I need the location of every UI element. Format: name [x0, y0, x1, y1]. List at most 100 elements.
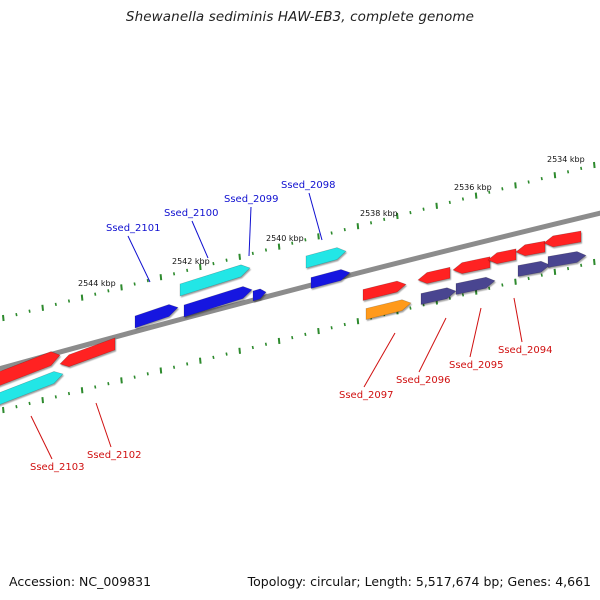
tick-upper — [277, 243, 281, 250]
tick-upper — [41, 304, 44, 311]
tick-upper — [146, 278, 149, 283]
tick-lower — [330, 326, 333, 330]
genes — [0, 230, 587, 405]
gene-label-leader — [513, 297, 523, 343]
tick-upper — [54, 302, 57, 307]
gene-arrow — [0, 371, 64, 405]
tick-upper — [593, 161, 596, 169]
tick-lower — [580, 263, 583, 267]
tick-upper — [566, 170, 570, 174]
tick-lower — [448, 296, 451, 300]
tick-upper — [343, 227, 346, 232]
gene-label-leader — [191, 220, 209, 259]
tick-lower — [120, 377, 123, 384]
gene-label: Ssed_2100 — [164, 208, 219, 219]
tick-upper — [396, 212, 399, 220]
gene-label: Ssed_2096 — [396, 375, 451, 386]
tick-lower — [264, 342, 268, 346]
tick-lower — [199, 357, 202, 364]
tick-upper — [527, 180, 530, 184]
gene-arrow — [365, 299, 412, 320]
tick-lower — [212, 355, 215, 360]
gene-label: Ssed_2103 — [30, 462, 85, 473]
tick-upper — [369, 221, 373, 225]
gene-arrow — [305, 247, 347, 269]
tick-lower — [251, 345, 254, 350]
gene-label: Ssed_2102 — [87, 450, 142, 461]
tick-lower — [15, 405, 18, 409]
tick-upper — [94, 292, 97, 296]
gene-label-leader — [95, 402, 112, 448]
scale-label: 2536 kbp — [454, 183, 492, 192]
tick-lower — [146, 372, 149, 376]
tick-lower — [133, 375, 136, 379]
gene-label-leader — [469, 307, 482, 358]
gene-label: Ssed_2099 — [224, 194, 279, 205]
tick-lower — [41, 397, 44, 404]
tick-lower — [514, 278, 517, 285]
tick-upper — [172, 272, 176, 276]
tick-upper — [304, 238, 307, 242]
tick-upper — [383, 217, 386, 222]
tick-upper — [580, 166, 583, 171]
gene-arrow — [517, 260, 551, 277]
accession-text: Accession: NC_009831 — [9, 574, 152, 589]
tick-lower — [225, 352, 228, 356]
tick-lower — [94, 385, 97, 389]
tick-upper — [488, 190, 491, 194]
tick-upper — [251, 251, 254, 256]
tick-upper — [238, 253, 241, 260]
tick-upper — [422, 207, 425, 211]
tick-upper — [28, 309, 31, 313]
scale-labels: 2534 kbp 2536 kbp 2538 kbp 2540 kbp 2542 kbp… — [78, 155, 585, 288]
gene-arrow — [310, 269, 351, 289]
tick-upper — [474, 192, 478, 199]
tick-lower — [540, 273, 543, 277]
tick-upper — [120, 284, 123, 291]
gene-arrow — [452, 256, 491, 274]
tick-upper — [553, 172, 557, 179]
gene-label: Ssed_2098 — [281, 180, 336, 191]
tick-lower — [343, 322, 346, 327]
tick-upper — [133, 282, 136, 286]
tick-upper — [212, 261, 215, 266]
gene-label-leader — [308, 192, 323, 241]
tick-lower — [566, 266, 570, 271]
tick-upper — [448, 200, 451, 205]
scale-label: 2542 kbp — [172, 257, 210, 266]
gene-arrow — [417, 266, 451, 284]
tick-lower — [67, 391, 71, 396]
gene-label: Ssed_2101 — [106, 223, 161, 234]
gene-arrow — [179, 264, 251, 297]
tick-lower — [461, 293, 465, 297]
tick-lower — [159, 367, 163, 374]
gene-arrow — [59, 337, 116, 368]
tick-upper — [199, 263, 202, 271]
tick-lower — [501, 283, 504, 287]
tick-upper — [409, 210, 412, 215]
scale-label: 2540 kbp — [266, 234, 304, 243]
tick-upper — [264, 248, 268, 252]
tick-lower — [172, 365, 176, 369]
tick-lower — [80, 387, 84, 394]
tick-upper — [461, 197, 465, 201]
tick-upper — [159, 274, 163, 281]
gene-label-leader — [127, 235, 151, 283]
gene-label-leader — [418, 317, 447, 373]
tick-upper — [501, 187, 504, 191]
gene-arrow — [362, 280, 407, 301]
tick-lower — [186, 362, 189, 366]
gene-label: Ssed_2094 — [498, 345, 553, 356]
gene-arrow — [487, 248, 517, 265]
gene-arrow — [515, 240, 546, 257]
gene-arrow — [183, 286, 253, 318]
tick-lower — [527, 276, 530, 281]
tick-upper — [317, 233, 320, 240]
tick-upper — [80, 294, 84, 301]
tick-upper — [356, 223, 360, 230]
gene-label-leader — [363, 332, 396, 388]
tick-lower — [488, 286, 491, 290]
tick-lower — [304, 332, 307, 337]
tick-upper — [67, 299, 71, 303]
